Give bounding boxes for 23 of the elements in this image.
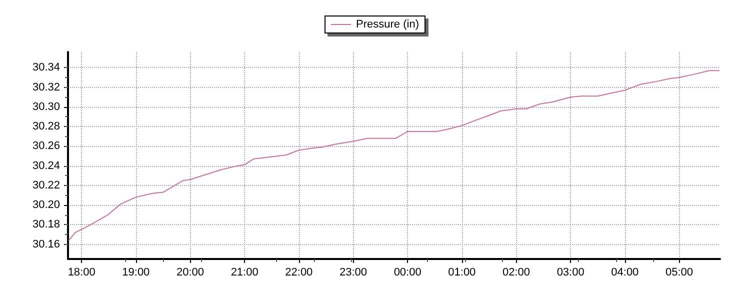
x-tick-label: 02:00 xyxy=(502,266,530,278)
y-tick-label: 30.26 xyxy=(32,140,60,152)
y-tick-label: 30.28 xyxy=(32,120,60,133)
y-tick-label: 30.16 xyxy=(32,238,60,250)
y-tick-label: 30.34 xyxy=(32,62,60,74)
x-tick-label: 19:00 xyxy=(122,266,150,278)
x-tick-label: 18:00 xyxy=(68,266,96,278)
y-tick-label: 30.22 xyxy=(32,179,60,192)
y-tick-label: 30.30 xyxy=(32,100,60,113)
x-tick-label: 23:00 xyxy=(339,266,368,278)
x-tick-label: 03:00 xyxy=(556,266,584,278)
x-tick-label: 22:00 xyxy=(285,266,313,278)
x-tick-label: 04:00 xyxy=(611,266,639,278)
y-tick-label: 30.18 xyxy=(32,218,60,231)
x-tick-label: 20:00 xyxy=(176,266,204,278)
x-tick-label: 05:00 xyxy=(665,266,694,278)
x-tick-label: 00:00 xyxy=(394,266,422,278)
legend-label: Pressure (in) xyxy=(356,18,419,30)
y-tick-label: 30.20 xyxy=(32,199,60,212)
x-tick-label: 21:00 xyxy=(230,266,258,278)
x-tick-label: 01:00 xyxy=(448,266,476,278)
y-tick-label: 30.32 xyxy=(32,81,60,94)
y-tick-label: 30.24 xyxy=(32,160,60,172)
